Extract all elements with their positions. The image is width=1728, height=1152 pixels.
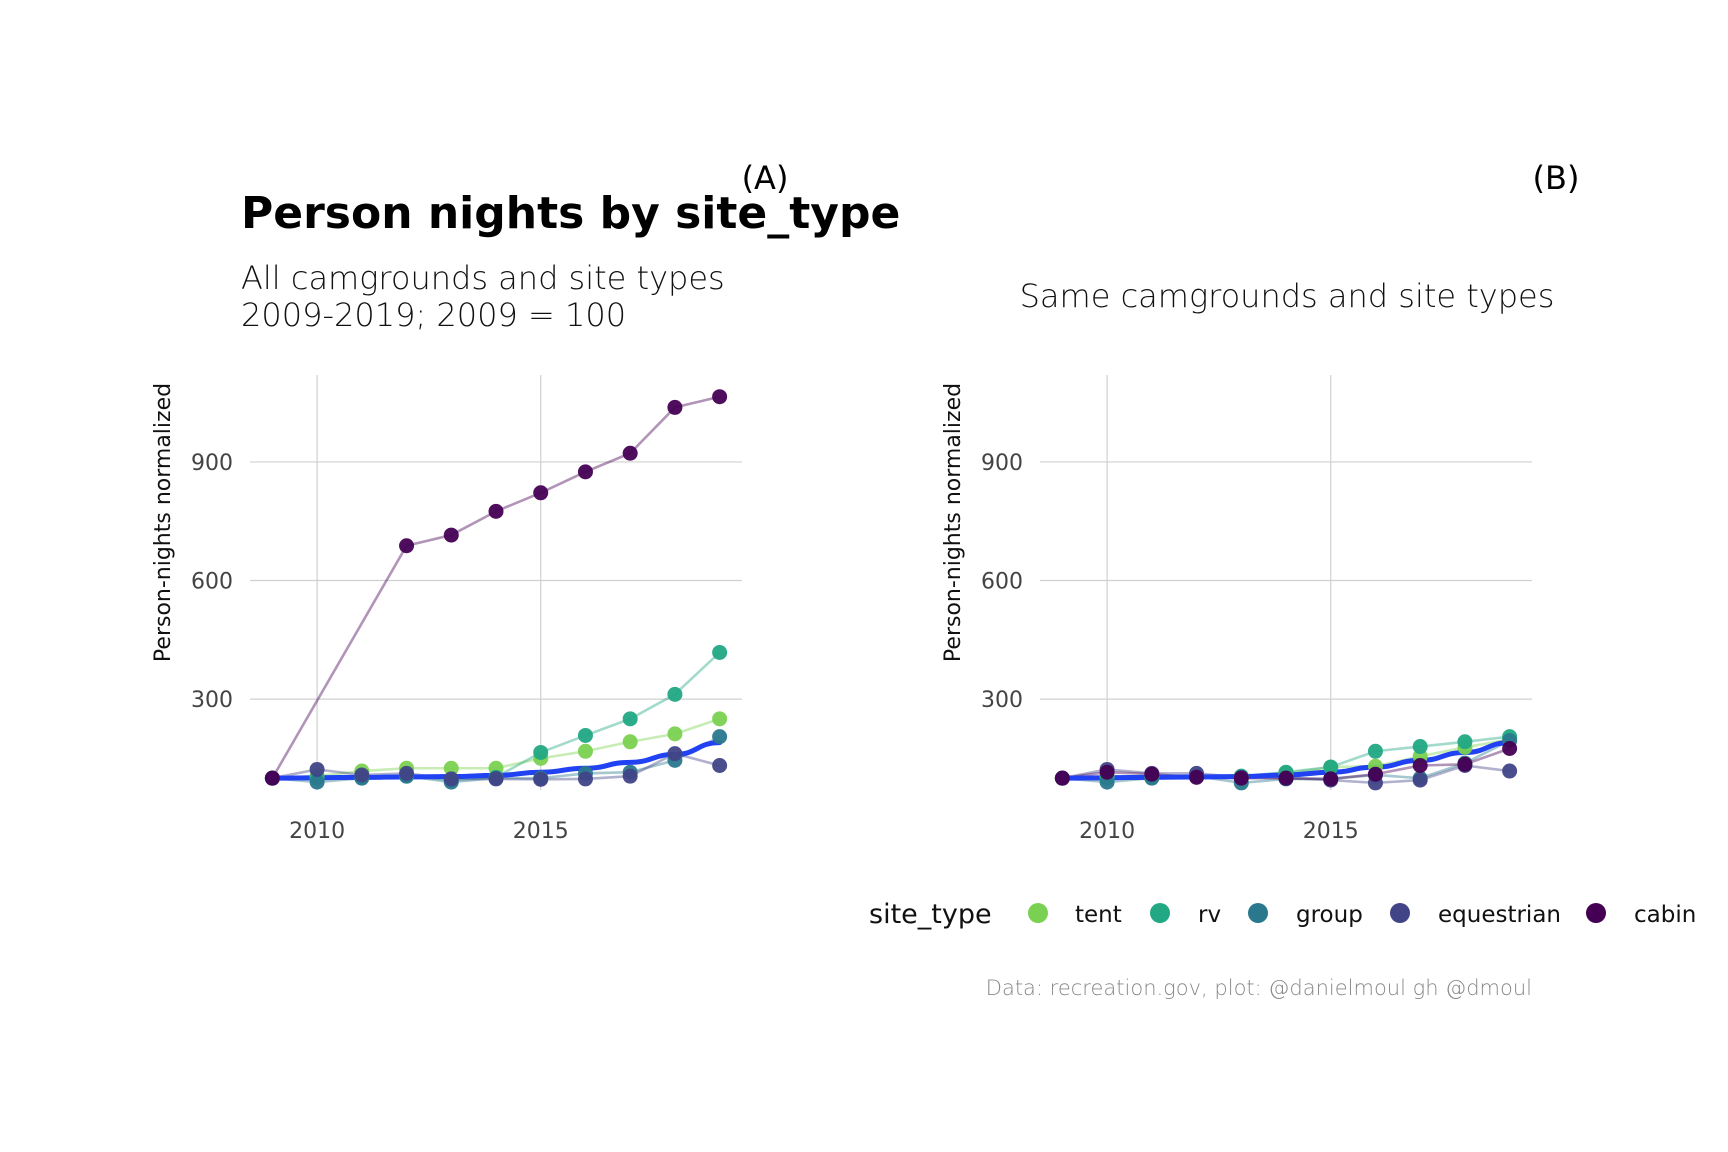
- point-tent: [577, 743, 593, 759]
- legend-label-tent: tent: [1075, 902, 1122, 928]
- point-cabin: [1189, 769, 1205, 785]
- point-tent: [443, 760, 459, 776]
- point-equestrian: [1502, 763, 1518, 779]
- legend-label-group: group: [1296, 902, 1363, 928]
- x-tick-label: 2010: [289, 819, 345, 844]
- y-tick-label: 900: [191, 451, 233, 476]
- point-cabin: [667, 399, 683, 415]
- point-equestrian: [488, 771, 504, 787]
- point-equestrian: [1412, 772, 1428, 788]
- y-tick-label: 900: [981, 451, 1023, 476]
- point-tent: [712, 711, 728, 727]
- point-cabin: [1099, 764, 1115, 780]
- legend-title: site_type: [869, 899, 992, 930]
- point-tent: [622, 734, 638, 750]
- point-rv: [622, 711, 638, 727]
- point-cabin: [577, 464, 593, 480]
- point-cabin: [1367, 766, 1383, 782]
- point-group: [309, 774, 325, 790]
- point-equestrian: [667, 746, 683, 762]
- point-equestrian: [622, 768, 638, 784]
- point-equestrian: [399, 765, 415, 781]
- point-rv: [1367, 743, 1383, 759]
- panel-a-plot: 300 600 900 2010 2015 Person-nights normalize…: [151, 375, 742, 844]
- point-rv: [1412, 739, 1428, 755]
- point-rv: [667, 686, 683, 702]
- legend-swatch-group: [1248, 903, 1268, 923]
- legend-swatch-rv: [1150, 903, 1170, 923]
- page-title: Person nights by site_type: [241, 188, 900, 239]
- point-equestrian: [309, 761, 325, 777]
- point-cabin: [1054, 770, 1070, 786]
- y-tick-label: 300: [191, 688, 233, 713]
- y-tick-label: 600: [981, 570, 1023, 595]
- panel-b-tag: (B): [1533, 159, 1580, 197]
- x-tick-label: 2015: [513, 819, 569, 844]
- point-rv: [1457, 734, 1473, 750]
- point-group: [712, 729, 728, 745]
- point-cabin: [712, 389, 728, 405]
- panel-b-subtitle: Same camgrounds and site types: [1020, 277, 1555, 315]
- point-tent: [667, 726, 683, 742]
- legend-label-equestrian: equestrian: [1438, 902, 1561, 928]
- legend: site_type tent rv group equestrian cabin: [869, 899, 1696, 930]
- point-rv: [1323, 759, 1339, 775]
- subtitle-line-2: 2009-2019; 2009 = 100: [241, 296, 626, 334]
- point-cabin: [264, 770, 280, 786]
- point-cabin: [622, 445, 638, 461]
- point-equestrian: [533, 771, 549, 787]
- point-equestrian: [577, 771, 593, 787]
- series-line-cabin: [271, 395, 720, 779]
- point-cabin: [1412, 757, 1428, 773]
- point-cabin: [399, 538, 415, 554]
- caption: Data: recreation.gov, plot: @danielmoul …: [986, 976, 1532, 1000]
- legend-swatch-cabin: [1586, 903, 1606, 923]
- legend-label-rv: rv: [1198, 902, 1221, 928]
- y-axis-title: Person-nights normalized: [941, 383, 966, 662]
- x-tick-label: 2015: [1303, 819, 1359, 844]
- point-rv: [712, 644, 728, 660]
- point-rv: [577, 727, 593, 743]
- point-rv: [533, 744, 549, 760]
- point-equestrian: [712, 757, 728, 773]
- subtitle-line-1: All camgrounds and site types: [241, 259, 725, 297]
- point-equestrian: [354, 767, 370, 783]
- point-equestrian: [443, 771, 459, 787]
- legend-swatch-tent: [1028, 903, 1048, 923]
- point-cabin: [1278, 770, 1294, 786]
- point-cabin: [1233, 770, 1249, 786]
- x-tick-label: 2010: [1079, 819, 1135, 844]
- y-tick-label: 300: [981, 688, 1023, 713]
- y-axis-title: Person-nights normalized: [151, 383, 176, 662]
- point-cabin: [533, 485, 549, 501]
- legend-swatch-equestrian: [1390, 903, 1410, 923]
- point-cabin: [1323, 771, 1339, 787]
- point-cabin: [443, 527, 459, 543]
- point-cabin: [1502, 741, 1518, 756]
- panel-a-tag: (A): [742, 159, 789, 197]
- point-cabin: [1457, 756, 1473, 772]
- point-cabin: [488, 503, 504, 519]
- panel-b-plot: 300 600 900 2010 2015 Person-nights normalize…: [941, 375, 1532, 844]
- legend-label-cabin: cabin: [1634, 902, 1696, 928]
- y-tick-label: 600: [191, 570, 233, 595]
- point-cabin: [1144, 766, 1160, 782]
